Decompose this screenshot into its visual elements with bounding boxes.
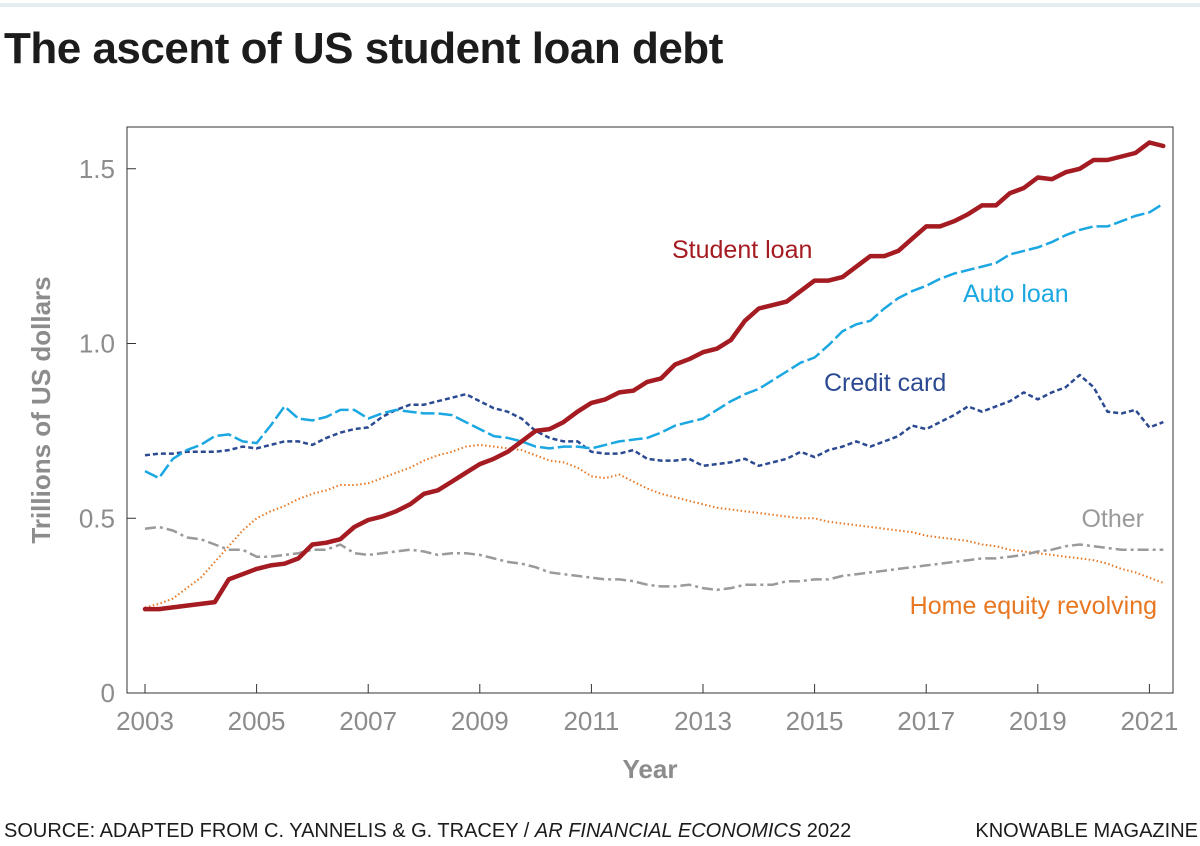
y-tick-label: 1.0: [79, 329, 115, 359]
source-note: SOURCE: ADAPTED FROM C. YANNELIS & G. TR…: [4, 820, 851, 843]
series-label-home-equity-revolving: Home equity revolving: [910, 592, 1157, 620]
page-title: The ascent of US student loan debt: [4, 24, 723, 73]
x-tick-label: 2009: [451, 706, 509, 736]
x-tick-label: 2021: [1120, 706, 1178, 736]
series-line-home-equity-revolving: [144, 443, 1164, 609]
y-tick-label: 0.5: [79, 503, 115, 533]
series-label-credit-card: Credit card: [824, 369, 946, 397]
x-axis: 2003 2005 2007 2009 2011 2013 2015 2017 2019 2021: [116, 684, 1178, 736]
series-line-student-loan: [142, 140, 1166, 612]
series-line-other: [144, 525, 1164, 592]
source-journal: AR FINANCIAL ECONOMICS: [534, 820, 802, 842]
y-axis: 0 0.5 1.0 1.5: [79, 154, 136, 708]
x-tick-label: 2017: [897, 706, 955, 736]
series-line-auto-loan: [144, 202, 1164, 480]
x-tick-label: 2015: [786, 706, 844, 736]
y-tick-label: 0: [101, 678, 115, 708]
source-prefix: SOURCE: ADAPTED FROM C. YANNELIS & G. TR…: [4, 820, 535, 842]
plot-frame: [126, 126, 1174, 694]
y-tick-label: 1.5: [79, 154, 115, 184]
series-line-credit-card: [144, 373, 1164, 468]
top-rule: [0, 3, 1200, 7]
x-tick-label: 2019: [1009, 706, 1067, 736]
x-tick-label: 2003: [116, 706, 174, 736]
series-label-auto-loan: Auto loan: [963, 280, 1069, 308]
series-labels: Student loan Auto loan Credit card Other Hom…: [672, 236, 1157, 620]
x-axis-title: Year: [623, 754, 678, 784]
series-layer: [142, 140, 1166, 612]
publisher-credit: KNOWABLE MAGAZINE: [975, 820, 1198, 842]
series-label-student-loan: Student loan: [672, 236, 812, 264]
x-tick-label: 2013: [674, 706, 732, 736]
x-tick-label: 2005: [228, 706, 286, 736]
source-year: 2022: [801, 820, 852, 842]
x-tick-label: 2007: [339, 706, 397, 736]
x-tick-label: 2011: [563, 706, 619, 736]
series-label-other: Other: [1081, 505, 1144, 533]
y-axis-title: Trillions of US dollars: [26, 276, 56, 543]
